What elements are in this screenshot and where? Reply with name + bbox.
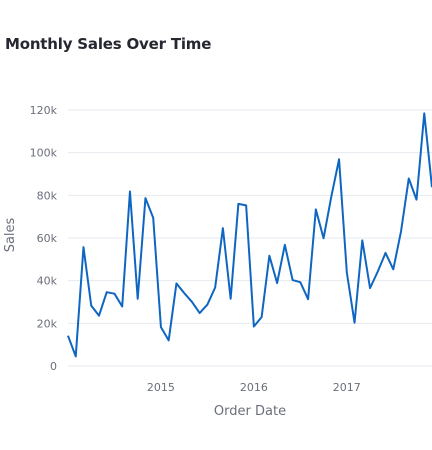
x-tick-label: 2015 bbox=[147, 381, 175, 394]
x-axis: 2015 2016 2017 bbox=[147, 381, 361, 394]
y-tick-label: 80k bbox=[37, 189, 58, 202]
x-tick-label: 2016 bbox=[240, 381, 268, 394]
x-axis-title: Order Date bbox=[214, 404, 286, 419]
y-tick-label: 20k bbox=[37, 317, 58, 330]
chart-title: Monthly Sales Over Time bbox=[5, 35, 212, 53]
y-tick-label: 120k bbox=[30, 104, 58, 117]
y-tick-label: 60k bbox=[37, 232, 58, 245]
y-tick-label: 40k bbox=[37, 275, 58, 288]
gridlines bbox=[68, 109, 432, 367]
y-tick-label: 0 bbox=[50, 360, 57, 373]
series-line-sales bbox=[67, 112, 432, 358]
y-axis: 0 20k 40k 60k 80k 100k 120k bbox=[30, 104, 58, 373]
y-tick-label: 100k bbox=[30, 147, 58, 160]
x-tick-label: 2017 bbox=[333, 381, 361, 394]
y-axis-title: Sales bbox=[3, 217, 18, 252]
